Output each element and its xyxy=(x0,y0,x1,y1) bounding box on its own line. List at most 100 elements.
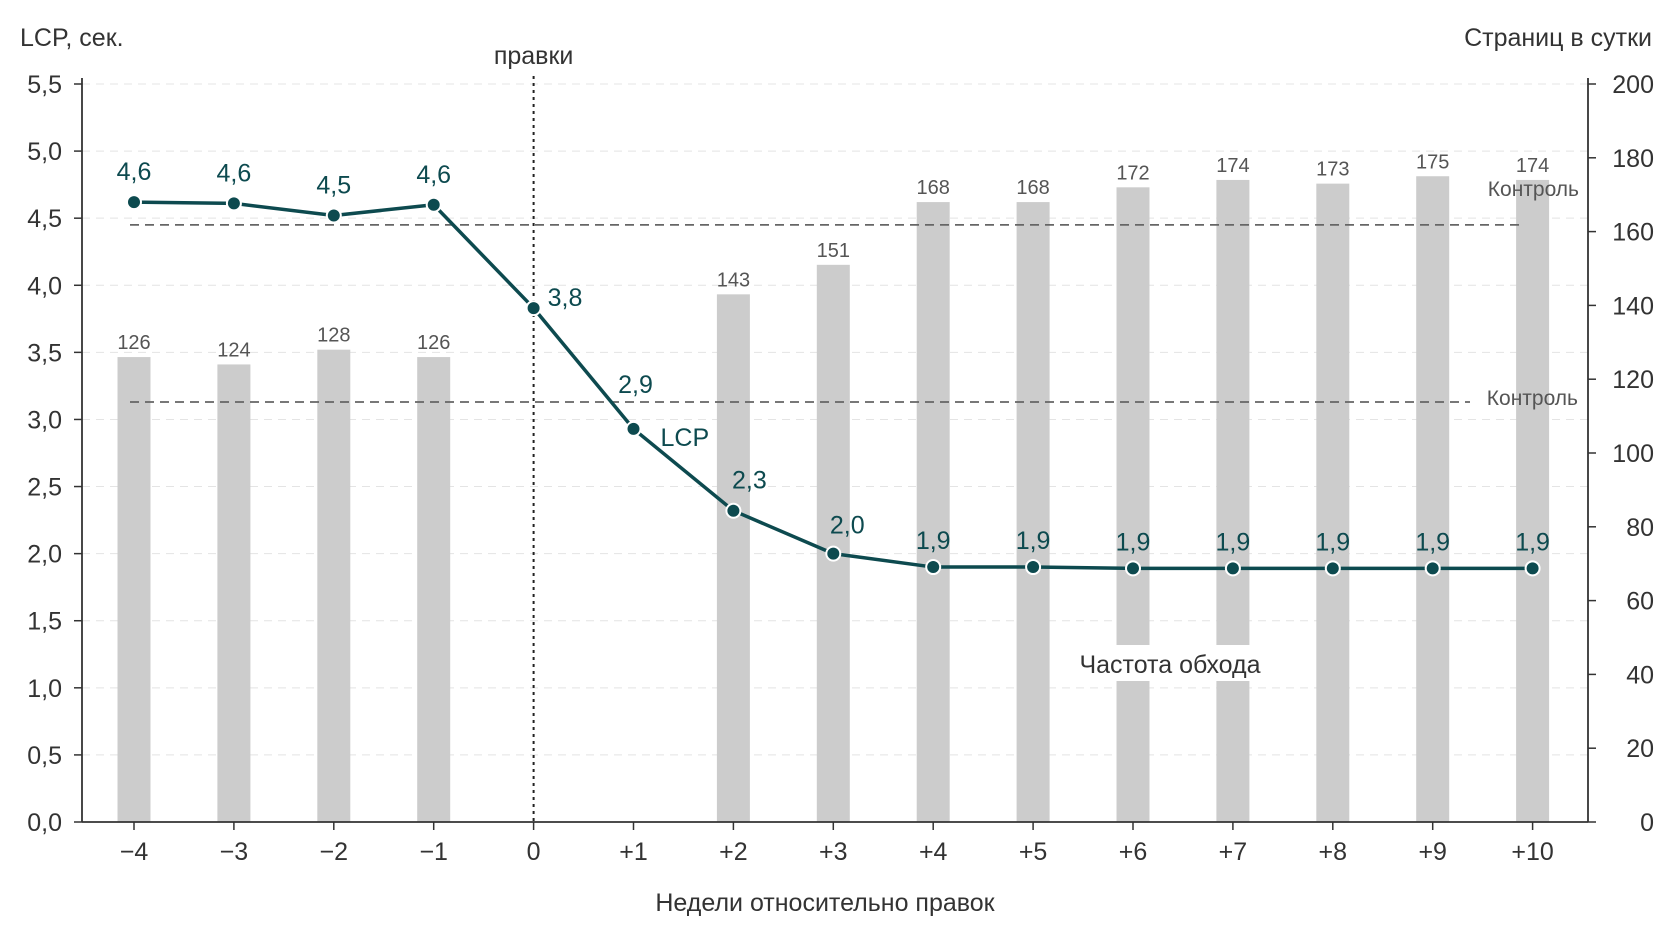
x-tick-label: +6 xyxy=(1119,838,1148,866)
x-tick-label: +9 xyxy=(1418,838,1447,866)
bar-value-label: 175 xyxy=(1416,151,1449,173)
y-left-axis-title: LCP, сек. xyxy=(20,24,124,52)
bar xyxy=(1016,202,1050,822)
lcp-value-label: 1,9 xyxy=(1216,528,1251,556)
y-right-tick-label: 0 xyxy=(1640,809,1654,837)
x-tick-label: +1 xyxy=(619,838,648,866)
lcp-value-label: 2,3 xyxy=(732,467,767,495)
bar-value-label: 143 xyxy=(717,269,750,291)
reference-lines xyxy=(130,223,1525,403)
bar-value-label: 174 xyxy=(1516,155,1549,177)
x-tick-label: +10 xyxy=(1511,838,1553,866)
y-right-tick-label: 20 xyxy=(1626,735,1654,763)
y-right-tick-label: 120 xyxy=(1612,366,1654,394)
y-left-tick-label: 1,5 xyxy=(27,608,62,636)
lcp-value-label: 3,8 xyxy=(548,284,583,312)
bar-value-label: 124 xyxy=(217,339,250,361)
lcp-value-label: 4,6 xyxy=(117,158,152,186)
y-left-tick-label: 5,5 xyxy=(27,71,62,99)
x-tick-label: −3 xyxy=(220,838,249,866)
y-right-tick-label: 200 xyxy=(1612,71,1654,99)
y-left-tick-label: 3,5 xyxy=(27,339,62,367)
x-tick-label: −2 xyxy=(320,838,349,866)
bar-series-crawl-rate xyxy=(117,176,1550,823)
lcp-point xyxy=(825,545,842,562)
bar xyxy=(1216,179,1250,822)
x-tick-label: −1 xyxy=(419,838,448,866)
lcp-value-label: 2,0 xyxy=(830,512,865,540)
x-tick-label: +2 xyxy=(719,838,748,866)
lcp-point xyxy=(1324,560,1341,577)
y-right-tick-label: 180 xyxy=(1612,145,1654,173)
control-label: Контроль xyxy=(1488,178,1579,201)
lcp-value-label: 4,6 xyxy=(416,161,451,189)
y-left-tick-label: 4,0 xyxy=(27,272,62,300)
bar-value-label: 174 xyxy=(1216,155,1249,177)
lcp-point xyxy=(1424,560,1441,577)
lcp-point xyxy=(425,196,442,213)
bar-value-label: 151 xyxy=(817,240,850,262)
line-series-lcp xyxy=(126,194,1541,577)
lcp-value-label: 1,9 xyxy=(1016,527,1051,555)
y-right-tick-label: 160 xyxy=(1612,219,1654,247)
y-left-tick-label: 2,0 xyxy=(27,541,62,569)
bar-value-label: 173 xyxy=(1316,159,1349,181)
lcp-value-label: 4,6 xyxy=(217,159,252,187)
lcp-point xyxy=(126,194,142,211)
bar-value-label: 172 xyxy=(1116,162,1149,184)
x-tick-label: +4 xyxy=(919,838,948,866)
bar-value-label: 168 xyxy=(917,177,950,199)
y-right-tick-label: 40 xyxy=(1626,661,1654,689)
x-tick-label: +7 xyxy=(1219,838,1248,866)
bar xyxy=(1516,179,1550,822)
bar xyxy=(1116,187,1150,822)
lcp-point xyxy=(225,195,242,212)
y-right-axis-title: Страниц в сутки xyxy=(1464,24,1652,52)
lcp-value-label: 1,9 xyxy=(1515,528,1550,556)
lcp-point xyxy=(1125,560,1141,577)
y-left-tick-label: 4,5 xyxy=(27,205,62,233)
lcp-point xyxy=(625,420,642,437)
event-label: правки xyxy=(494,42,574,70)
lcp-value-label: 4,5 xyxy=(316,171,351,199)
y-right-tick-label: 100 xyxy=(1612,440,1654,468)
bar-series-label-bg xyxy=(1073,645,1268,681)
y-right-tick-label: 80 xyxy=(1626,514,1654,542)
y-left-tick-label: 2,5 xyxy=(27,474,62,502)
y-right-tick-label: 140 xyxy=(1612,292,1654,320)
bar xyxy=(417,357,451,822)
lcp-point xyxy=(325,207,342,224)
axes: 0,0 0,5 1,0 1,5 2,0 2,5 3,0 3,5 4,0 4,5 5,0 5,5 0 20 4… xyxy=(27,71,1654,866)
x-tick-label: +8 xyxy=(1319,838,1348,866)
bar xyxy=(317,349,351,822)
bar xyxy=(816,264,850,822)
x-axis-title: Недели относительно правок xyxy=(655,889,995,917)
lcp-point xyxy=(925,559,942,576)
bar xyxy=(916,202,950,822)
y-left-tick-label: 0,5 xyxy=(27,742,62,770)
y-left-tick-label: 0,0 xyxy=(27,809,62,837)
lcp-value-label: 1,9 xyxy=(916,527,951,555)
bar xyxy=(1416,176,1450,822)
bar-value-label: 126 xyxy=(117,332,150,354)
lcp-value-label: 1,9 xyxy=(1315,528,1350,556)
x-tick-label: +5 xyxy=(1019,838,1048,866)
bar-series-label: Частота обхода xyxy=(1079,651,1260,679)
bar xyxy=(217,364,251,822)
lcp-point xyxy=(525,300,542,317)
x-tick-label: −4 xyxy=(120,838,149,866)
lcp-point xyxy=(1224,560,1241,577)
y-left-tick-label: 5,0 xyxy=(27,138,62,166)
lcp-point xyxy=(1025,559,1042,576)
y-right-tick-label: 60 xyxy=(1626,588,1654,616)
bar-value-label: 168 xyxy=(1016,177,1049,199)
bar-value-label: 128 xyxy=(317,325,350,347)
control-label: Контроль xyxy=(1487,387,1578,410)
bar xyxy=(716,294,750,823)
x-tick-label: 0 xyxy=(527,838,541,866)
y-left-tick-label: 1,0 xyxy=(27,675,62,703)
lcp-point xyxy=(1524,560,1541,577)
x-tick-label: +3 xyxy=(819,838,848,866)
